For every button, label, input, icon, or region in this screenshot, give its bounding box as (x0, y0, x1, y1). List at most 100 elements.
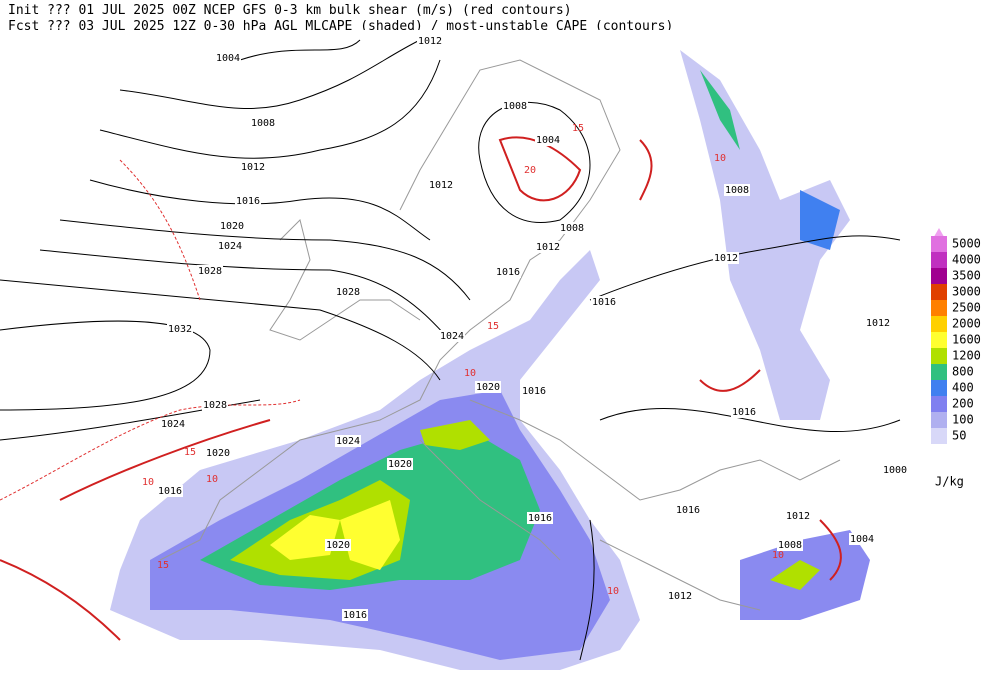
legend-swatch (931, 428, 947, 444)
legend-label: 2500 (952, 301, 981, 315)
isobar-label-bg (865, 317, 891, 329)
legend-label: 3000 (952, 285, 981, 299)
isobar-label: 1008 (560, 223, 584, 234)
isobar-label-bg (167, 323, 193, 335)
isobar-label-bg (202, 399, 228, 411)
isobar-label-bg (240, 161, 266, 173)
shear-label: 10 (464, 368, 476, 379)
legend-swatch (931, 236, 947, 252)
isobar-label: 1020 (220, 221, 244, 232)
isobar-label-bg (731, 406, 757, 418)
isobar-label-bg (217, 240, 243, 252)
legend-label: 100 (952, 413, 974, 427)
isobar-label: 1012 (536, 242, 560, 253)
cape-shading (110, 50, 870, 670)
shear-label: 15 (487, 321, 499, 332)
isobar-label: 1020 (476, 382, 500, 393)
legend-swatch (931, 348, 947, 364)
isobar-label-bg (215, 52, 241, 64)
isobar-label: 1024 (336, 436, 360, 447)
legend-label: 4000 (952, 253, 981, 267)
isobar-label-bg (428, 179, 454, 191)
isobar-label-bg (325, 539, 351, 551)
isobar-label-bg (335, 286, 361, 298)
coastlines (159, 59, 841, 611)
isobar-label: 1012 (241, 162, 265, 173)
isobar-label-bg (535, 134, 561, 146)
isobar-label-bg (205, 447, 231, 459)
legend-swatch (931, 396, 947, 412)
shear-label: 15 (184, 447, 196, 458)
shear-label: 15 (157, 560, 169, 571)
isobar-label-bg (882, 464, 908, 476)
legend-label: 1600 (952, 333, 981, 347)
isobar-label: 1004 (850, 534, 874, 545)
isobar-label-bg (417, 35, 443, 47)
legend-label: 3500 (952, 269, 981, 283)
isobar-label-bg (250, 117, 276, 129)
shear-label: 10 (142, 477, 154, 488)
isobar-label: 1008 (503, 101, 527, 112)
legend-swatch (931, 412, 947, 428)
legend-label: 2000 (952, 317, 981, 331)
shear-label: 10 (714, 153, 726, 164)
isobar-label-bg (675, 504, 701, 516)
isobar-label-bg (502, 100, 528, 112)
legend-units: J/kg (935, 475, 964, 489)
isobar-label: 1032 (168, 324, 192, 335)
isobar-label: 1024 (218, 241, 242, 252)
isobar-label-bg (160, 418, 186, 430)
isobar-label-bg (219, 220, 245, 232)
shear-label: 10 (607, 586, 619, 597)
legend-swatch (931, 380, 947, 396)
legend-swatch (931, 364, 947, 380)
isobar-label: 1028 (203, 400, 227, 411)
isobar-label: 1016 (732, 407, 756, 418)
legend-swatch (931, 268, 947, 284)
isobar-label: 1016 (343, 610, 367, 621)
legend-swatch (931, 252, 947, 268)
isobar-label-bg (475, 381, 501, 393)
isobar-label: 1024 (161, 419, 185, 430)
isobar-label: 1012 (668, 591, 692, 602)
legend-swatch (931, 316, 947, 332)
isobar-label-bg (535, 241, 561, 253)
isobars (0, 39, 901, 661)
isobar-label: 1020 (206, 448, 230, 459)
isobar-label-bg (387, 458, 413, 470)
legend-swatch (931, 332, 947, 348)
shear-label: 10 (772, 550, 784, 561)
isobar-label-bg (521, 385, 547, 397)
isobar-label: 1016 (592, 297, 616, 308)
isobar-label-bg (785, 510, 811, 522)
isobar-label: 1016 (236, 196, 260, 207)
isobar-label: 1016 (496, 267, 520, 278)
isobar-label: 1008 (251, 118, 275, 129)
isobar-label-bg (335, 435, 361, 447)
shear-label: 15 (572, 123, 584, 134)
isobar-label: 1016 (676, 505, 700, 516)
legend: 5000 4000 3500 3000 2500 2000 1600 1200 800 400 20… (931, 228, 981, 444)
isobar-label: 1028 (336, 287, 360, 298)
legend-label: 200 (952, 397, 974, 411)
isobar-label-bg (197, 265, 223, 277)
isobar-label: 1012 (418, 36, 442, 47)
legend-label: 1200 (952, 349, 981, 363)
isobar-label-bg (439, 330, 465, 342)
isobar-label-bg (157, 485, 183, 497)
isobar-label: 1012 (786, 511, 810, 522)
legend-label: 400 (952, 381, 974, 395)
isobar-label: 1016 (158, 486, 182, 497)
legend-label: 800 (952, 365, 974, 379)
isobar-label: 1012 (866, 318, 890, 329)
isobar-label-bg (559, 222, 585, 234)
isobar-label-bg (667, 590, 693, 602)
isobar-label: 1024 (440, 331, 464, 342)
legend-label: 50 (952, 429, 966, 443)
isobar-label: 1020 (326, 540, 350, 551)
legend-label: 5000 (952, 237, 981, 251)
isobar-label: 1012 (429, 180, 453, 191)
shear-label: 10 (206, 474, 218, 485)
isobar-label: 1028 (198, 266, 222, 277)
